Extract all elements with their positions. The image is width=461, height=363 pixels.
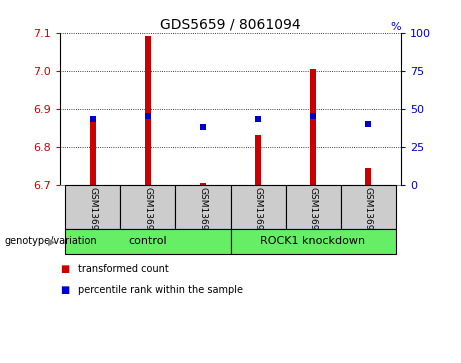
Text: GSM1369861: GSM1369861 — [364, 187, 372, 248]
Text: GSM1369857: GSM1369857 — [143, 187, 153, 248]
Text: ▶: ▶ — [48, 236, 55, 246]
Text: percentile rank within the sample: percentile rank within the sample — [78, 285, 243, 295]
Text: ROCK1 knockdown: ROCK1 knockdown — [260, 236, 366, 246]
Bar — [365, 168, 372, 185]
Bar — [200, 183, 206, 185]
Bar — [310, 69, 316, 185]
Bar — [89, 122, 96, 185]
Bar — [255, 135, 261, 185]
Text: ■: ■ — [60, 285, 69, 295]
Text: ■: ■ — [60, 264, 69, 274]
Title: GDS5659 / 8061094: GDS5659 / 8061094 — [160, 17, 301, 32]
Text: GSM1369860: GSM1369860 — [308, 187, 318, 248]
Text: %: % — [390, 22, 401, 32]
Text: GSM1369859: GSM1369859 — [254, 187, 262, 248]
Bar — [230, 185, 285, 229]
Text: GSM1369858: GSM1369858 — [199, 187, 207, 248]
Bar — [120, 185, 176, 229]
Bar — [176, 185, 230, 229]
Bar — [341, 185, 396, 229]
Text: transformed count: transformed count — [78, 264, 169, 274]
Bar — [65, 229, 230, 254]
Bar — [65, 185, 120, 229]
Text: GSM1369856: GSM1369856 — [89, 187, 97, 248]
Text: genotype/variation: genotype/variation — [5, 236, 97, 246]
Text: control: control — [129, 236, 167, 246]
Bar — [145, 36, 151, 185]
Bar — [285, 185, 341, 229]
Bar — [230, 229, 396, 254]
